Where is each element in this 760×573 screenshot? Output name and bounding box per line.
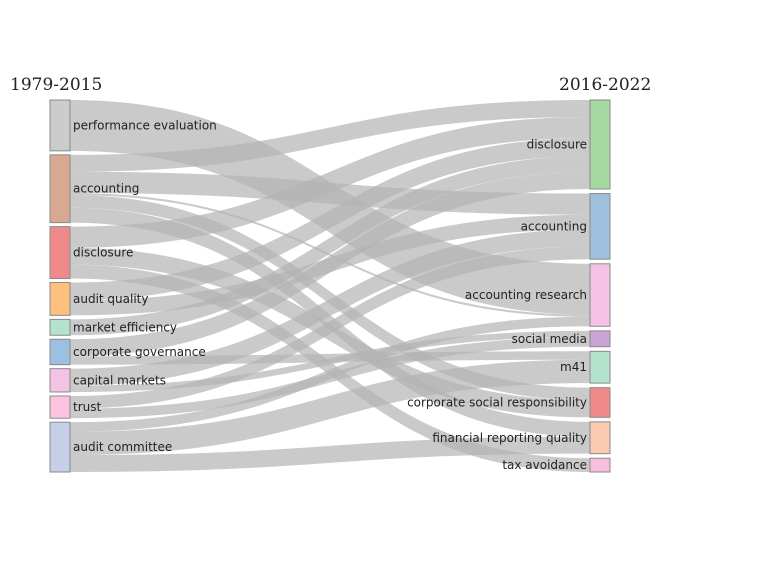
right-node-label-tax_avoidance: tax avoidance <box>502 458 587 472</box>
left-node-corporate_governance <box>49 338 71 366</box>
left-node-audit_committee <box>49 421 71 473</box>
left-node-trust <box>49 395 71 419</box>
right-node-m41 <box>589 350 611 384</box>
left-node-label-disclosure: disclosure <box>73 246 133 260</box>
right-node-disclosure <box>589 99 611 190</box>
left-node-capital_markets <box>49 368 71 393</box>
left-node-audit_quality <box>49 282 71 316</box>
right-node-label-accounting_research: accounting research <box>465 288 587 302</box>
right-node-tax_avoidance <box>589 457 611 473</box>
link-audit_committee-to-accounting_research <box>70 316 590 432</box>
link-capital_markets-to-social_media <box>70 330 590 392</box>
link-capital_markets-to-accounting <box>70 229 590 386</box>
left-node-label-performance_evaluation: performance evaluation <box>73 118 217 132</box>
left-node-accounting <box>49 154 71 224</box>
left-node-label-audit_committee: audit committee <box>73 440 172 454</box>
right-node-accounting <box>589 193 611 260</box>
left-node-disclosure <box>49 226 71 280</box>
link-trust-to-accounting <box>70 246 590 409</box>
labels-group: performance evaluation accounting disclosu… <box>73 118 587 472</box>
right-column-title: 2016-2022 <box>559 75 651 95</box>
link-accounting-to-disclosure <box>70 100 590 172</box>
right-node-label-social_media: social media <box>512 332 587 346</box>
left-node-label-audit_quality: audit quality <box>73 292 148 306</box>
right-node-corporate_social_responsibility <box>589 387 611 418</box>
left-node-label-corporate_governance: corporate governance <box>73 345 206 359</box>
left-node-label-trust: trust <box>73 400 101 414</box>
link-audit_quality-to-disclosure <box>70 138 590 301</box>
nodes-group <box>49 99 611 473</box>
right-node-label-accounting: accounting <box>521 219 587 233</box>
left-node-label-capital_markets: capital markets <box>73 373 166 387</box>
link-disclosure-to-disclosure <box>70 116 590 248</box>
right-node-financial_reporting_quality <box>589 421 611 455</box>
link-disclosure-to-tax_avoidance <box>70 264 590 472</box>
link-audit_committee-to-m41 <box>70 359 590 456</box>
link-accounting-to-corporate_social_responsibility <box>70 195 590 401</box>
right-node-label-disclosure: disclosure <box>527 137 587 151</box>
left-node-label-market_efficiency: market efficiency <box>73 320 177 334</box>
right-node-label-corporate_social_responsibility: corporate social responsibility <box>407 395 587 409</box>
left-column-title: 1979-2015 <box>10 75 102 95</box>
right-node-label-m41: m41 <box>560 360 587 374</box>
left-node-label-accounting: accounting <box>73 182 139 196</box>
right-node-label-financial_reporting_quality: financial reporting quality <box>432 431 587 445</box>
left-node-market_efficiency <box>49 318 71 336</box>
link-market_efficiency-to-disclosure <box>70 156 590 336</box>
left-node-performance_evaluation <box>49 99 71 152</box>
right-node-accounting_research <box>589 263 611 327</box>
links-group <box>70 100 590 472</box>
link-audit_committee-to-financial_reporting_quality <box>70 436 590 472</box>
link-accounting-to-accounting_research <box>70 192 590 317</box>
right-node-social_media <box>589 330 611 348</box>
link-corporate_governance-to-disclosure <box>70 172 590 357</box>
